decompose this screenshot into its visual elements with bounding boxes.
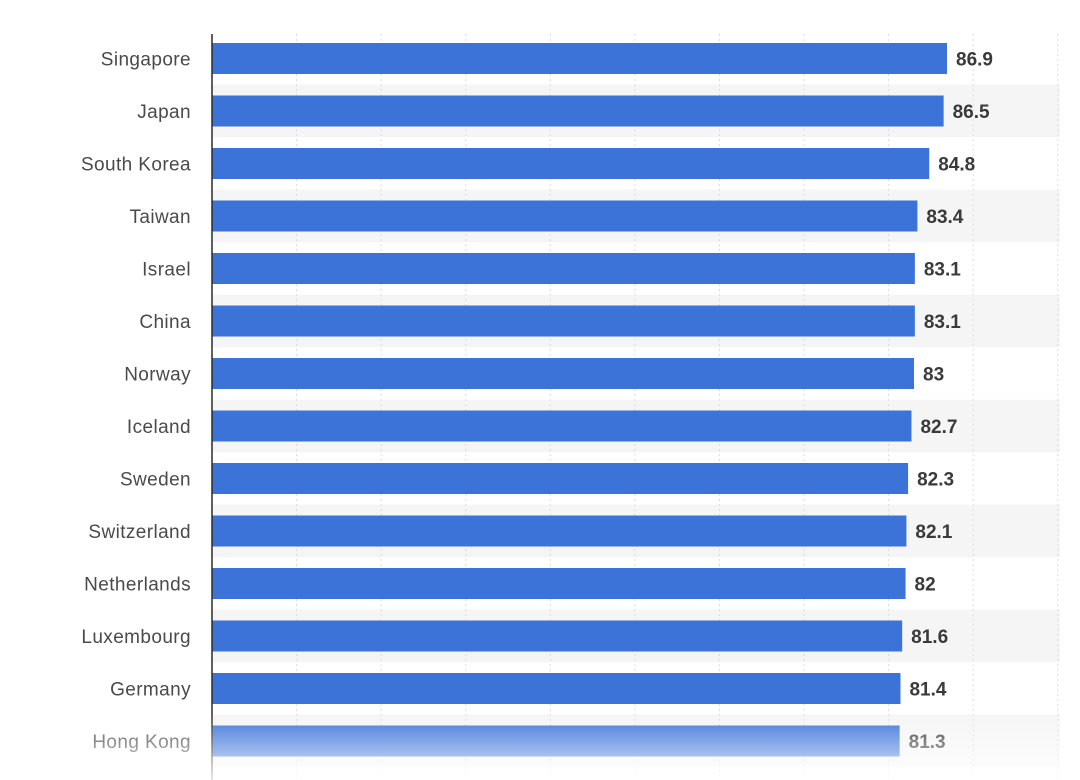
category-label: Hong Kong — [92, 732, 191, 753]
value-label: 82.7 — [920, 417, 957, 438]
value-label: 83.4 — [926, 207, 963, 228]
value-label: 83 — [923, 365, 944, 386]
category-label: Singapore — [101, 50, 191, 71]
value-label: 82.3 — [917, 470, 954, 491]
bar-south-korea — [212, 148, 930, 179]
bar-japan — [212, 95, 944, 127]
category-label: Iceland — [127, 417, 191, 438]
category-label: Norway — [124, 365, 191, 386]
bar-singapore — [212, 43, 947, 74]
gridlines — [296, 34, 1059, 780]
category-label: Taiwan — [129, 207, 191, 228]
category-label: Sweden — [120, 470, 191, 491]
value-label: 86.5 — [953, 102, 990, 123]
bar-taiwan — [212, 200, 918, 232]
bar-hong-kong — [212, 725, 900, 757]
category-label: Israel — [142, 260, 191, 281]
value-label: 83.1 — [924, 312, 961, 333]
category-label: Japan — [137, 102, 191, 123]
bar-germany — [212, 673, 901, 704]
bar-iceland — [212, 410, 912, 442]
bar-luxembourg — [212, 620, 903, 652]
bar-china — [212, 305, 915, 337]
value-label: 81.6 — [911, 627, 948, 648]
category-labels: Singapore Japan South Korea Taiwan Israel Chi… — [81, 50, 191, 754]
value-label: 81.3 — [909, 732, 946, 753]
bar-norway — [212, 358, 915, 389]
bar-sweden — [212, 463, 909, 494]
category-label: Netherlands — [84, 575, 191, 596]
value-label: 81.4 — [909, 680, 946, 701]
category-label: Luxembourg — [81, 627, 191, 648]
bar-israel — [212, 253, 915, 284]
value-label: 82.1 — [915, 522, 952, 543]
bars — [212, 43, 947, 757]
value-label: 82 — [915, 575, 936, 596]
category-label: Switzerland — [88, 522, 191, 543]
bar-netherlands — [212, 568, 906, 599]
category-label: South Korea — [81, 155, 191, 176]
value-label: 86.9 — [956, 50, 993, 71]
category-label: China — [139, 312, 191, 333]
bar-switzerland — [212, 515, 907, 547]
category-label: Germany — [110, 680, 191, 701]
value-label: 84.8 — [938, 155, 975, 176]
value-label: 83.1 — [924, 260, 961, 281]
